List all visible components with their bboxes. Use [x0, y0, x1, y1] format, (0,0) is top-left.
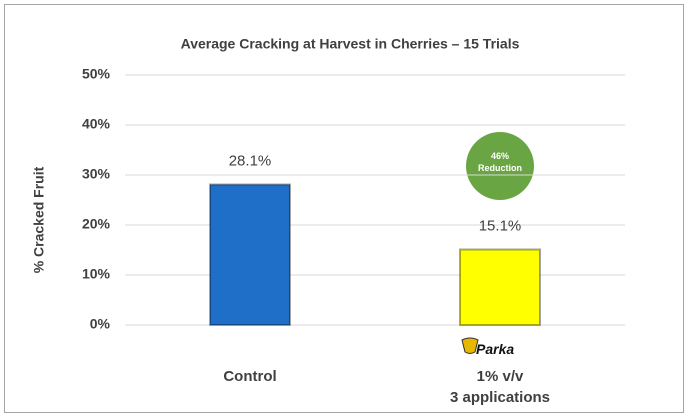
- chart-title: Average Cracking at Harvest in Cherries …: [181, 36, 520, 52]
- value-label: 28.1%: [229, 152, 272, 169]
- badge-text: 46% Reduction: [478, 151, 522, 173]
- y-tick-label: 10%: [82, 266, 111, 282]
- y-tick-label: 40%: [82, 116, 111, 132]
- bar: [459, 248, 541, 326]
- logo-text: Parka: [476, 341, 515, 357]
- y-axis-label: % Cracked Fruit: [31, 166, 47, 273]
- logo-icon: [461, 337, 479, 354]
- bar: [209, 183, 291, 326]
- y-tick-label: 0%: [90, 316, 111, 332]
- y-tick-label: 30%: [82, 166, 111, 182]
- x-tick-label: 1% v/v 3 applications: [449, 368, 551, 406]
- x-tick-label: Control: [223, 368, 277, 385]
- y-tick-label: 50%: [82, 66, 111, 82]
- badge-circle: [466, 132, 534, 200]
- chart-border: [4, 4, 684, 413]
- value-label: 15.1%: [479, 217, 522, 234]
- y-tick-label: 20%: [82, 216, 111, 232]
